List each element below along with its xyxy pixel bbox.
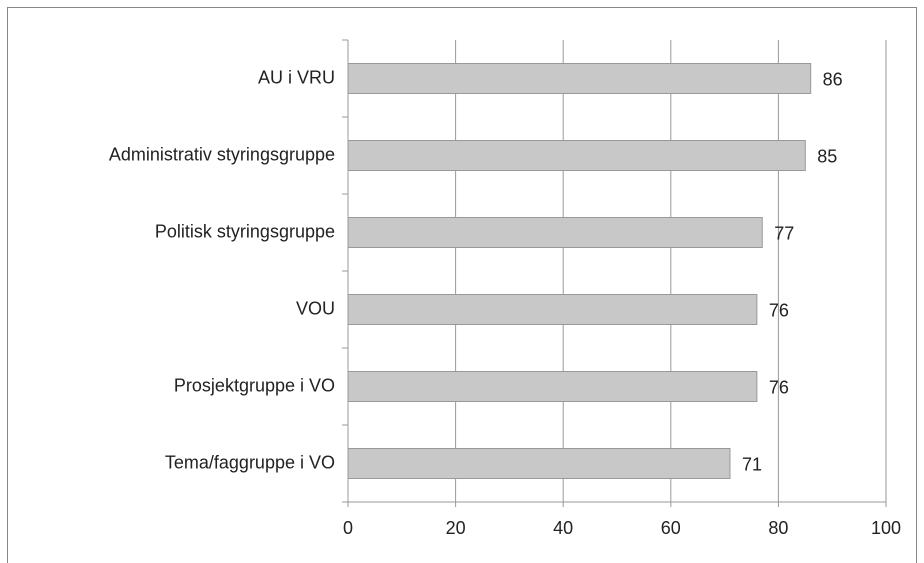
data-label: 77 [774,223,794,243]
data-label: 86 [823,69,843,89]
data-label: 85 [817,146,837,166]
bar [347,371,758,402]
y-tick-label: VOU [296,298,335,318]
data-label: 71 [742,454,762,474]
x-tick-label: 100 [871,518,901,538]
x-tick-label: 0 [343,518,353,538]
data-label: 76 [769,300,789,320]
data-label: 76 [769,377,789,397]
x-tick-label: 80 [768,518,788,538]
y-tick-label: Administrativ styringsgruppe [109,144,335,164]
bar [347,217,763,248]
y-tick-label: Tema/faggruppe i VO [165,452,335,472]
bar [347,294,758,325]
bar [347,63,812,94]
bar [347,140,806,171]
bar [347,448,731,479]
x-tick-label: 40 [553,518,573,538]
y-tick-label: AU i VRU [258,67,335,87]
x-tick-label: 20 [446,518,466,538]
x-tick-label: 60 [661,518,681,538]
y-tick-label: Prosjektgruppe i VO [174,375,335,395]
y-tick-label: Politisk styringsgruppe [155,221,335,241]
